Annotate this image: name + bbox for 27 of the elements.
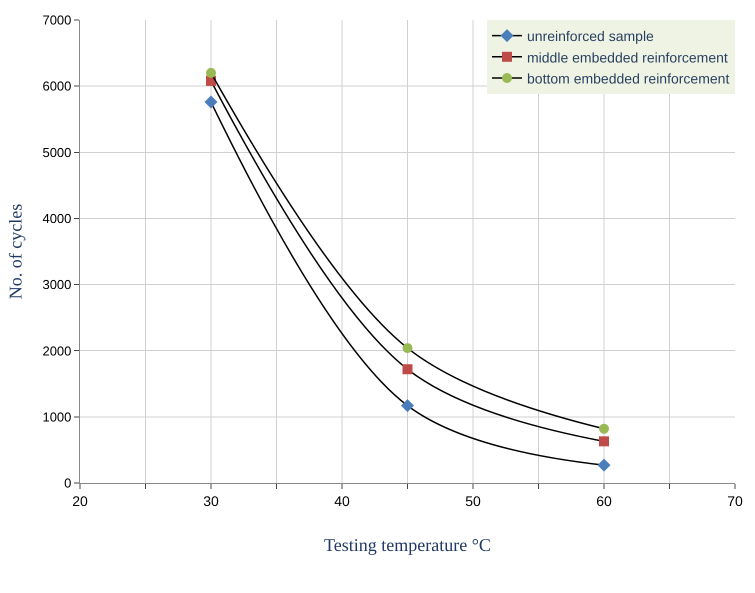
x-tick-label: 20 — [72, 492, 88, 509]
y-tick-label: 3000 — [42, 277, 72, 292]
y-tick-label: 7000 — [42, 12, 72, 28]
legend-label: bottom embedded reinforcement — [527, 70, 730, 86]
x-tick-label: 60 — [596, 492, 612, 509]
legend-label: unreinforced sample — [527, 28, 654, 44]
point — [599, 424, 609, 434]
y-tick-label: 0 — [64, 476, 72, 491]
y-tick-label: 5000 — [42, 144, 72, 160]
x-tick-label: 30 — [203, 492, 219, 509]
point — [401, 399, 414, 412]
point — [599, 436, 609, 446]
point — [402, 343, 412, 354]
legend-label: middle embedded reinforcement — [527, 49, 728, 66]
y-tick-label: 6000 — [42, 78, 72, 94]
x-axis-title: Testing temperature °C — [324, 534, 491, 555]
y-tick-label: 1000 — [42, 409, 72, 424]
x-tick-label: 50 — [465, 492, 481, 509]
point — [206, 68, 216, 78]
y-axis-title: No. of cycles — [6, 204, 26, 300]
point — [204, 96, 218, 109]
x-tick-label: 70 — [727, 492, 743, 509]
point — [402, 364, 412, 374]
y-tick-label: 4000 — [42, 210, 72, 226]
y-tick-label: 2000 — [42, 343, 72, 358]
x-tick-label: 40 — [334, 492, 350, 509]
point — [598, 458, 610, 472]
